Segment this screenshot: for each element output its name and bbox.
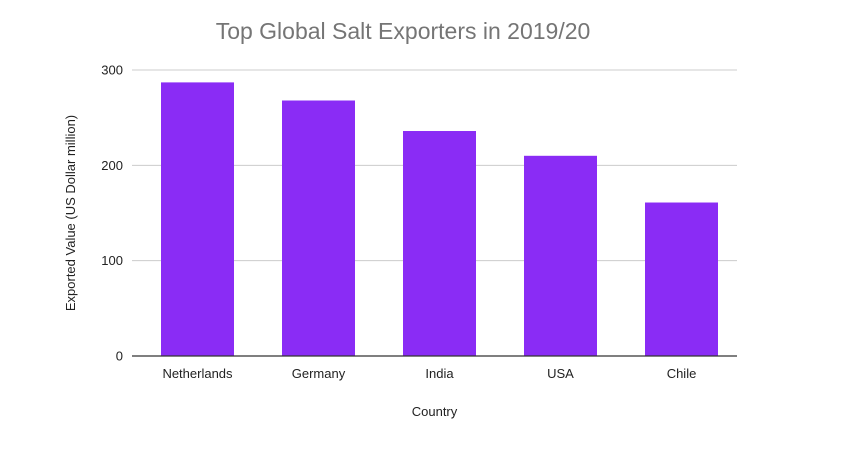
bar-chile [645, 202, 718, 356]
bar-usa [524, 155, 597, 356]
y-tick-label: 100 [101, 253, 123, 268]
bars [161, 82, 718, 356]
x-tick-label: India [425, 366, 454, 381]
y-tick-labels: 0 100 200 300 [101, 63, 123, 364]
y-axis-title: Exported Value (US Dollar million) [63, 115, 78, 311]
bar-germany [282, 100, 355, 356]
y-tick-label: 300 [101, 63, 123, 78]
x-axis-title: Country [412, 404, 458, 419]
x-tick-label: Germany [292, 366, 346, 381]
x-tick-labels: Netherlands Germany India USA Chile [162, 366, 696, 381]
chart-title: Top Global Salt Exporters in 2019/20 [215, 18, 591, 44]
bar-india [403, 131, 476, 356]
x-tick-label: Chile [667, 366, 697, 381]
y-tick-label: 0 [116, 349, 123, 364]
bar-netherlands [161, 82, 234, 356]
y-tick-label: 200 [101, 158, 123, 173]
x-tick-label: Netherlands [162, 366, 233, 381]
x-tick-label: USA [547, 366, 574, 381]
